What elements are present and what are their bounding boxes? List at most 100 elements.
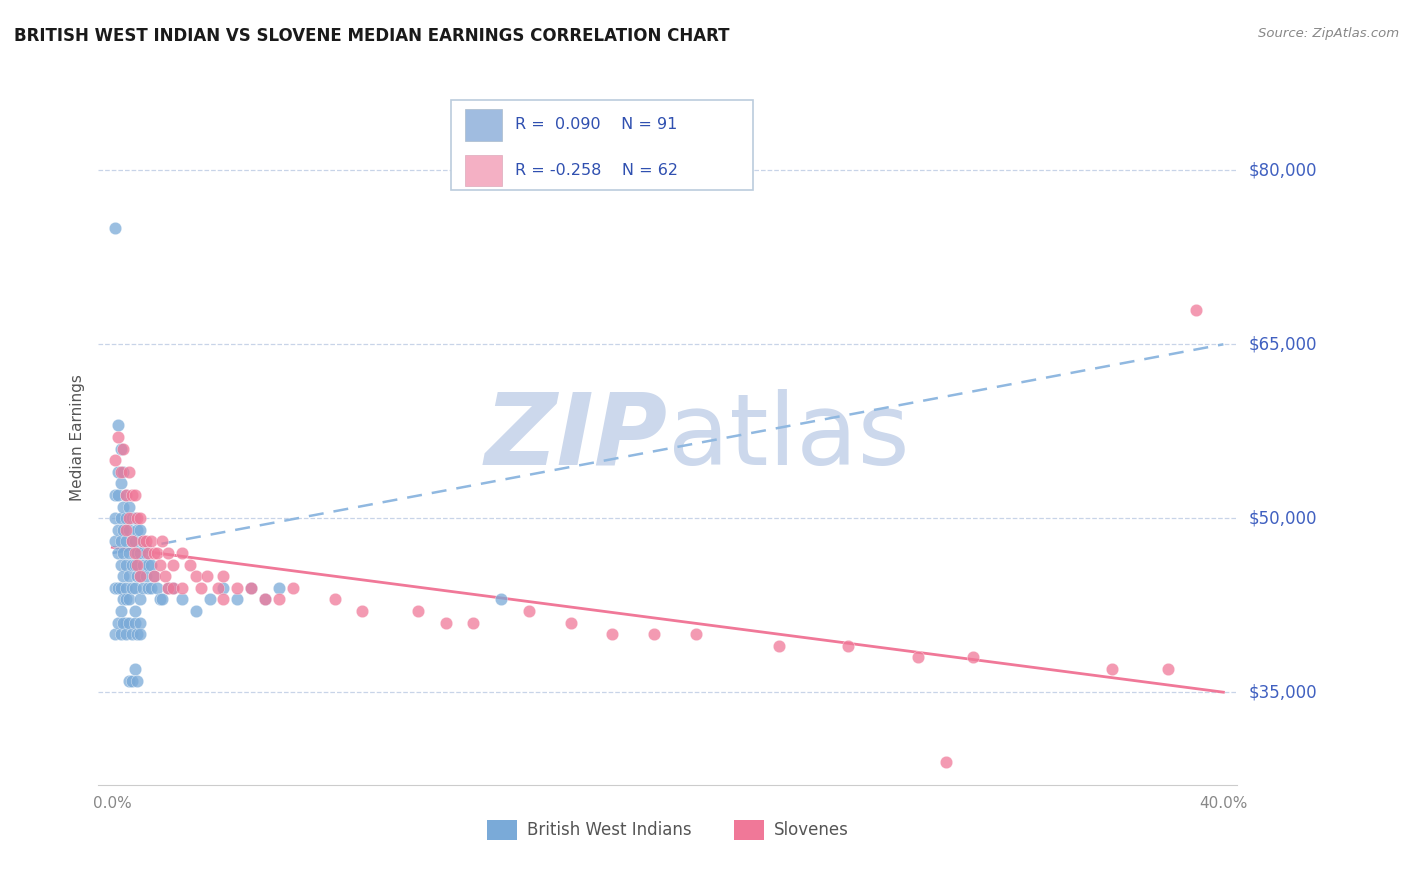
Bar <box>465 110 502 141</box>
Point <box>118 673 141 688</box>
Point <box>124 558 146 572</box>
Point <box>104 453 127 467</box>
Point <box>124 615 146 630</box>
Point <box>112 465 135 479</box>
Point <box>127 627 149 641</box>
Point <box>115 488 138 502</box>
Point <box>107 418 129 433</box>
Point <box>121 534 143 549</box>
Point <box>115 558 138 572</box>
Y-axis label: Median Earnings: Median Earnings <box>69 374 84 500</box>
Point <box>110 442 132 456</box>
Point <box>115 627 138 641</box>
Point <box>138 558 160 572</box>
Point <box>138 581 160 595</box>
Point <box>190 581 212 595</box>
Point <box>107 546 129 560</box>
Text: $80,000: $80,000 <box>1249 161 1317 179</box>
Point <box>124 534 146 549</box>
Point <box>112 615 135 630</box>
Point <box>118 523 141 537</box>
Point <box>104 511 127 525</box>
Point <box>145 581 167 595</box>
Point <box>150 592 173 607</box>
Point <box>107 430 129 444</box>
Point <box>129 511 152 525</box>
Point <box>124 511 146 525</box>
Point <box>127 558 149 572</box>
Point <box>212 569 235 583</box>
Point <box>110 558 132 572</box>
Point <box>112 546 135 560</box>
Point <box>129 627 152 641</box>
Text: ZIP: ZIP <box>485 389 668 485</box>
Point <box>162 581 184 595</box>
Point <box>104 627 127 641</box>
Point <box>115 534 138 549</box>
Text: $35,000: $35,000 <box>1249 683 1317 701</box>
Point <box>212 581 235 595</box>
Point <box>112 523 135 537</box>
Legend: British West Indians, Slovenes: British West Indians, Slovenes <box>481 814 855 847</box>
Point <box>129 592 152 607</box>
Bar <box>465 154 502 186</box>
Point <box>150 534 173 549</box>
Point <box>962 650 984 665</box>
Point <box>104 581 127 595</box>
Point <box>124 546 146 560</box>
Point <box>115 615 138 630</box>
Point <box>406 604 429 618</box>
Point <box>1101 662 1123 676</box>
Point <box>1184 302 1206 317</box>
Point <box>489 592 512 607</box>
Point <box>170 546 193 560</box>
Point <box>281 581 304 595</box>
Point <box>129 569 152 583</box>
Point <box>110 476 132 491</box>
Point <box>135 569 157 583</box>
Point <box>129 546 152 560</box>
Point <box>148 558 170 572</box>
Point <box>207 581 229 595</box>
Point <box>110 511 132 525</box>
Point <box>170 581 193 595</box>
Point <box>240 581 263 595</box>
Point <box>179 558 201 572</box>
Point <box>267 581 290 595</box>
Point <box>145 546 167 560</box>
Point <box>115 488 138 502</box>
Point <box>104 534 127 549</box>
Point <box>129 523 152 537</box>
Point <box>124 488 146 502</box>
Point <box>184 604 207 618</box>
Point <box>837 639 859 653</box>
Point <box>434 615 457 630</box>
Point <box>226 592 249 607</box>
Point <box>115 581 138 595</box>
Point <box>118 465 141 479</box>
Point <box>118 592 141 607</box>
Point <box>254 592 277 607</box>
Point <box>115 523 138 537</box>
Point <box>129 569 152 583</box>
Point <box>115 511 138 525</box>
Point <box>132 534 155 549</box>
Point <box>124 604 146 618</box>
Point <box>107 488 129 502</box>
Point <box>110 627 132 641</box>
Point <box>121 627 143 641</box>
Point <box>138 546 160 560</box>
Point <box>110 604 132 618</box>
Point <box>127 511 149 525</box>
Point <box>112 592 135 607</box>
Point <box>226 581 249 595</box>
Text: R =  0.090    N = 91: R = 0.090 N = 91 <box>515 118 678 133</box>
Point <box>124 662 146 676</box>
Point <box>135 546 157 560</box>
Point <box>212 592 235 607</box>
Point <box>1157 662 1180 676</box>
Point <box>118 511 141 525</box>
Point <box>907 650 929 665</box>
Point <box>129 615 152 630</box>
Point <box>104 221 127 235</box>
